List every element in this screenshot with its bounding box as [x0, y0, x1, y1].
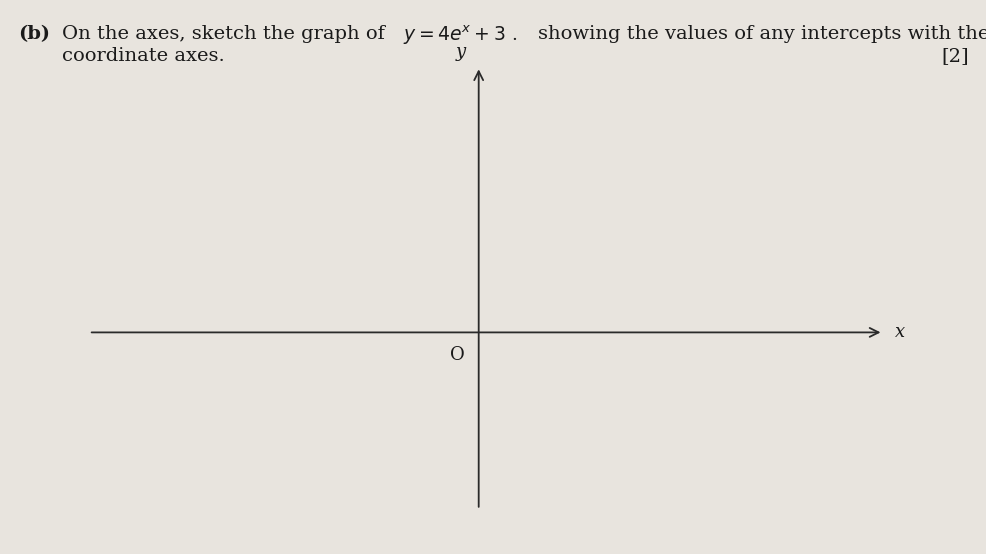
Text: y: y — [456, 43, 465, 61]
Text: showing the values of any intercepts with the: showing the values of any intercepts wit… — [537, 25, 986, 43]
Text: coordinate axes.: coordinate axes. — [62, 47, 225, 65]
Text: $y = 4e^x +3$ .: $y = 4e^x +3$ . — [402, 24, 517, 47]
Text: O: O — [450, 346, 463, 364]
Text: (b): (b) — [18, 25, 49, 43]
Text: [2]: [2] — [941, 47, 968, 65]
Text: On the axes, sketch the graph of: On the axes, sketch the graph of — [62, 25, 385, 43]
Text: x: x — [894, 324, 904, 341]
